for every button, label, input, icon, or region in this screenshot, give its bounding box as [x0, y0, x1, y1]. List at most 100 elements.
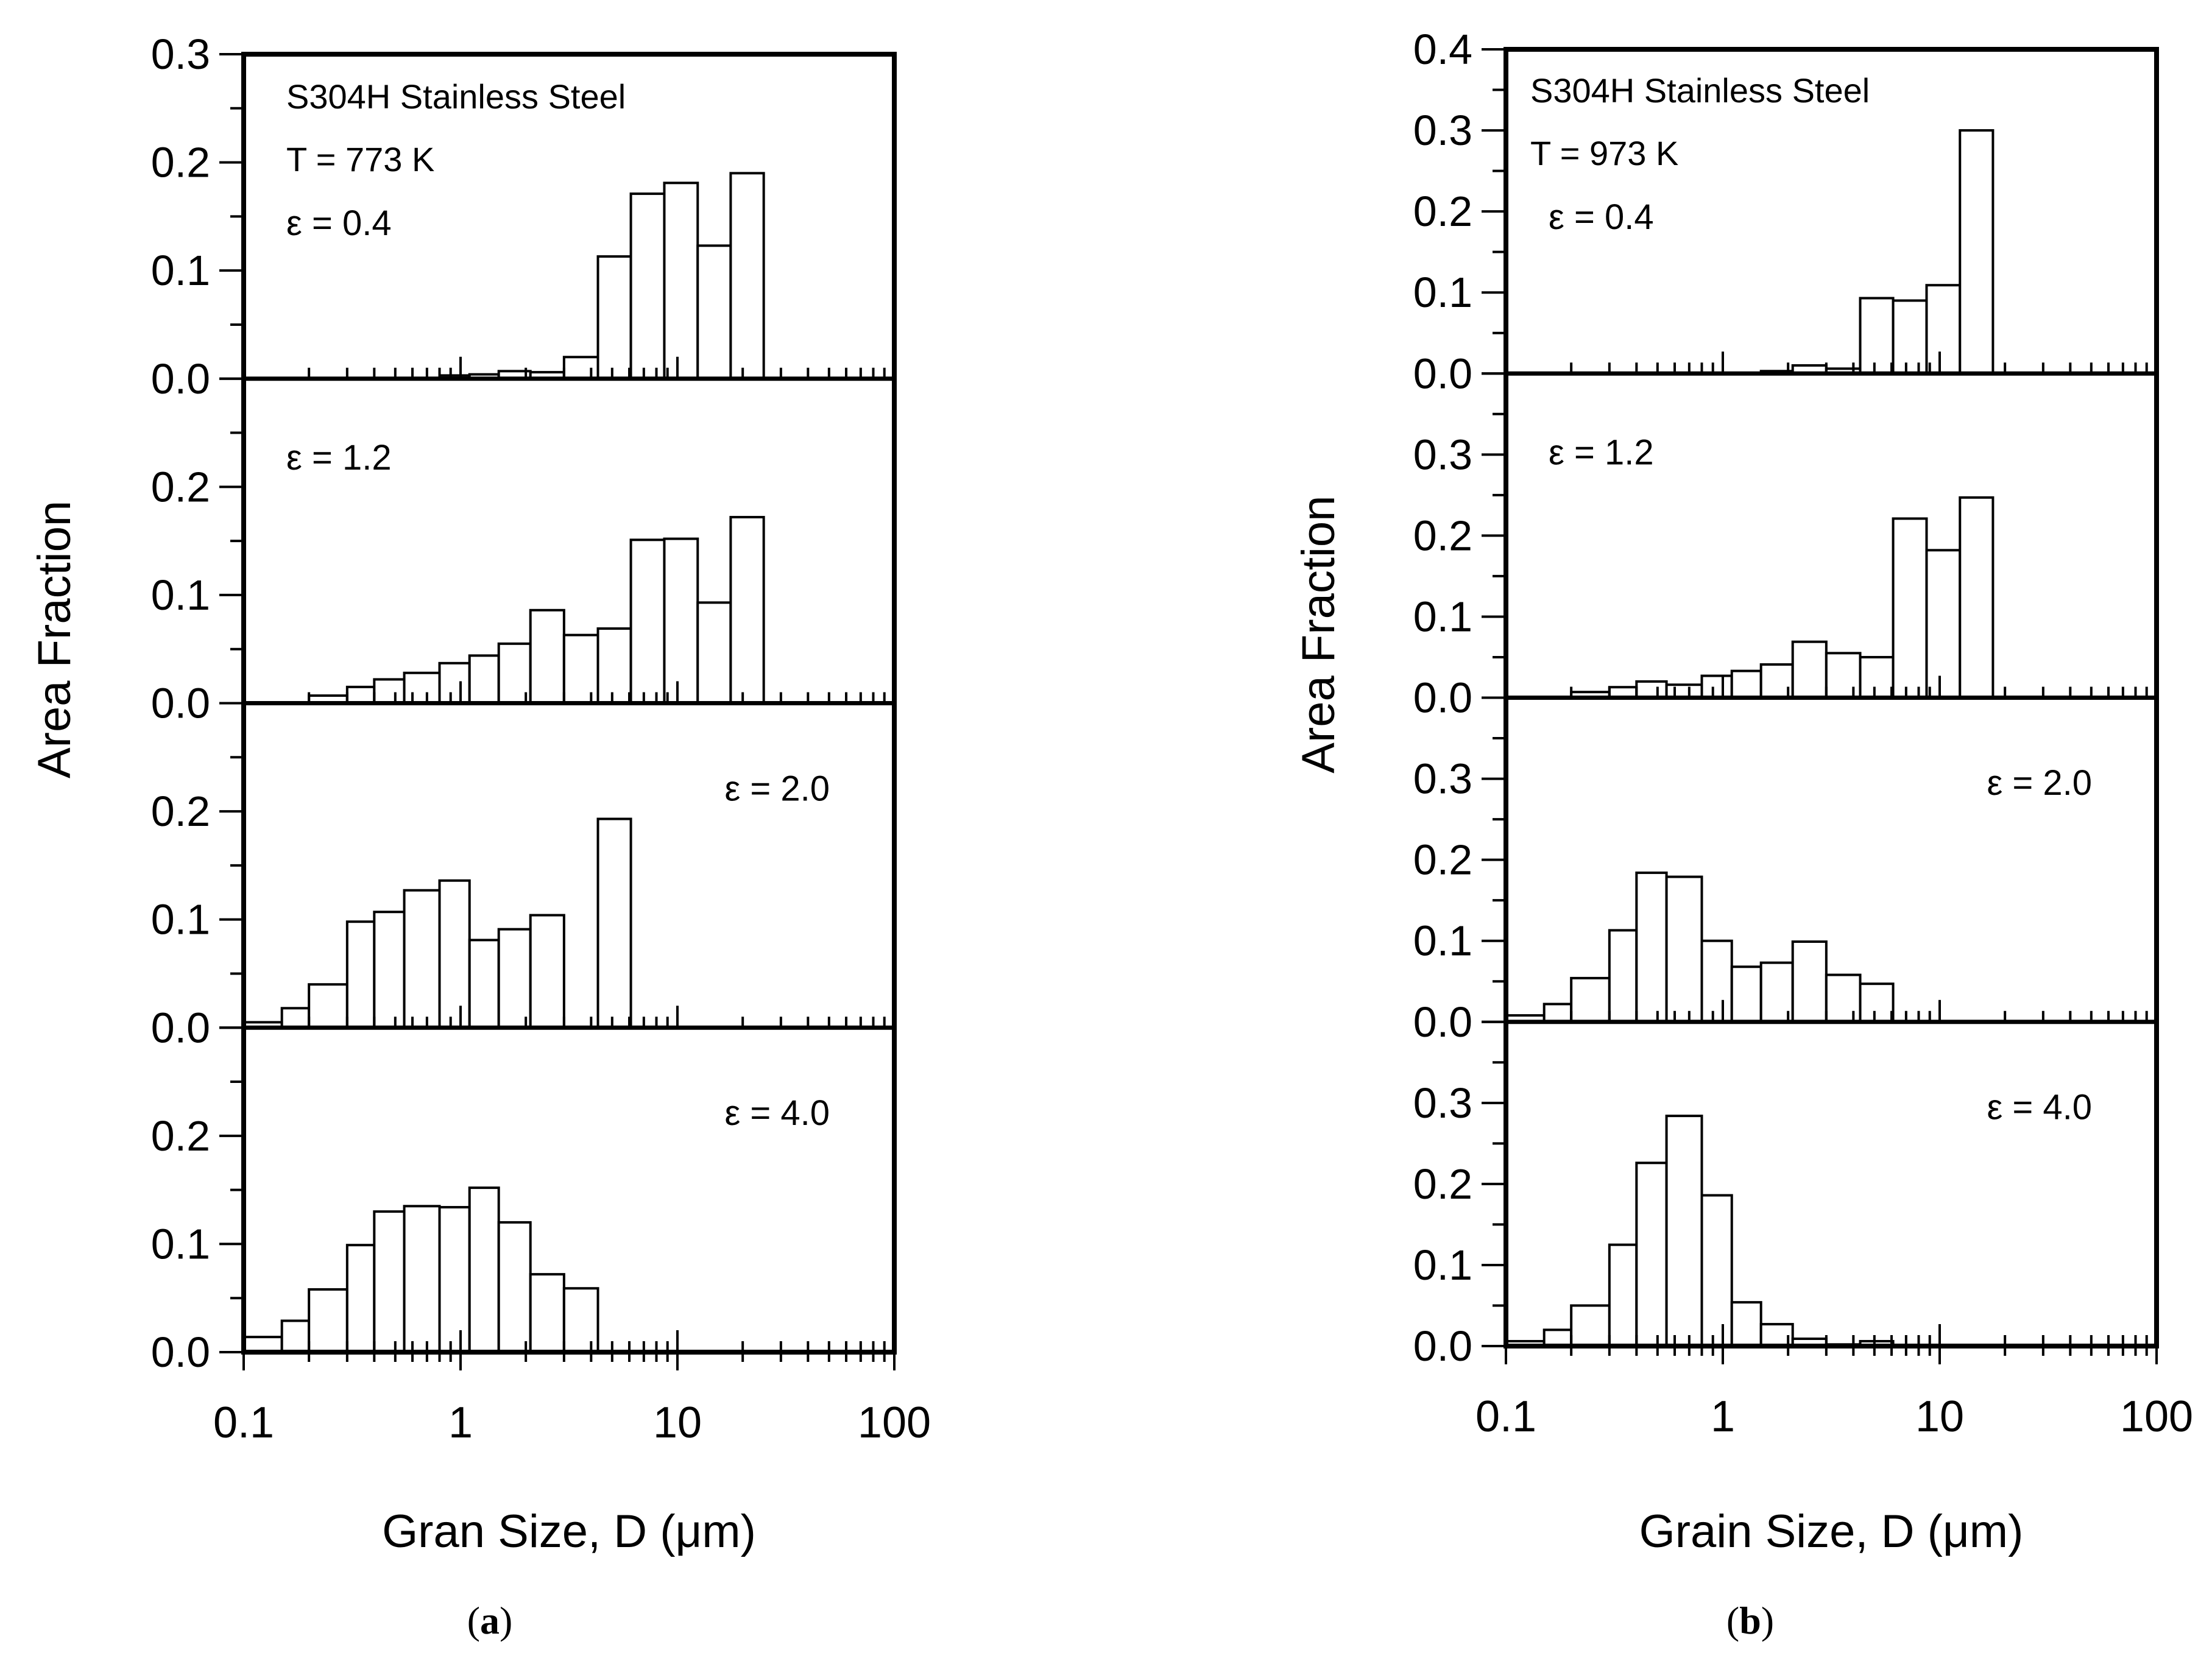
x-tick-label: 0.1	[213, 1398, 274, 1447]
histogram-bar	[596, 627, 632, 705]
y-tick-label: 0.2	[1413, 1160, 1472, 1208]
subplot-2: 0.0 0.1 0.2 ε = 1.2	[151, 377, 894, 727]
histogram-bar	[1730, 1301, 1762, 1347]
histogram-bar	[1608, 929, 1638, 1023]
histogram-bar	[562, 1287, 599, 1353]
histogram-bar	[1892, 517, 1928, 699]
histogram-bar	[1700, 939, 1733, 1023]
histogram-bar	[403, 1205, 441, 1353]
panel-a-caption: (a)	[467, 1599, 513, 1642]
y-tick-label: 0.1	[1413, 917, 1472, 965]
y-tick-label: 0.3	[1413, 431, 1472, 478]
y-tick-label: 0.1	[151, 896, 210, 943]
x-tick-label: 100	[2120, 1392, 2193, 1441]
y-tick-label: 0.2	[151, 788, 210, 835]
histogram-bar	[1959, 496, 1995, 699]
histogram-bar	[1665, 875, 1703, 1023]
histogram-bar	[308, 983, 348, 1029]
histogram-bar	[345, 1244, 376, 1353]
strain-label: ε = 0.4	[1549, 197, 1654, 237]
y-tick-label: 0.3	[1413, 107, 1472, 154]
histogram-bar	[1665, 1115, 1703, 1348]
y-tick-label: 0.0	[1413, 674, 1472, 722]
histogram-bar	[1859, 297, 1895, 375]
histogram-bar	[529, 914, 565, 1029]
histogram-bar	[373, 1210, 406, 1354]
material-label: S304H Stainless Steel	[1530, 71, 1870, 110]
histogram-bar	[529, 608, 565, 705]
histogram-bar	[1791, 640, 1828, 699]
y-axis-title: Area Fraction	[1293, 496, 1345, 774]
histogram-bar	[1700, 1194, 1733, 1348]
x-tick-label: 100	[858, 1398, 931, 1447]
histogram-bar	[308, 1288, 348, 1354]
y-tick-label: 0.2	[151, 463, 210, 510]
histogram-bar	[1635, 871, 1668, 1023]
subplot-4: 0.0 0.1 0.2 0.3 ε = 4.0	[1413, 1020, 2157, 1370]
y-tick-label: 0.4	[1413, 26, 1472, 73]
histogram-bar	[629, 538, 666, 705]
histogram-bar	[1608, 1243, 1638, 1347]
x-tick-label: 0.1	[1475, 1392, 1536, 1441]
strain-label: ε = 1.2	[286, 438, 392, 478]
subplot-4: 0.0 0.1 0.2 ε = 4.0	[151, 1026, 894, 1376]
y-tick-label: 0.3	[1413, 755, 1472, 803]
axes-frame	[1504, 47, 2159, 1348]
histogram-bar	[1730, 669, 1762, 699]
histogram-bar	[1635, 680, 1668, 699]
histogram-bar	[1542, 1003, 1573, 1023]
histogram-bar	[1570, 1304, 1611, 1347]
histogram-bar	[562, 356, 599, 380]
y-tick-label: 0.2	[1413, 188, 1472, 235]
x-axis-title: Gran Size, D (μm)	[382, 1506, 756, 1557]
histogram-bar	[280, 1319, 311, 1353]
x-tick-label: 1	[448, 1398, 473, 1447]
subplot-3: 0.0 0.1 0.2 0.3 ε = 2.0	[1413, 696, 2157, 1046]
histogram-bar	[438, 1206, 471, 1353]
histogram-bar	[596, 817, 632, 1029]
y-tick-label: 0.1	[1413, 1241, 1472, 1289]
x-tick-label: 10	[653, 1398, 702, 1447]
panel-a-chart: 0.00.10.20.3ε = 0.40.00.10.2ε = 1.20.00.…	[29, 30, 931, 1557]
x-axis-title: Grain Size, D (μm)	[1639, 1506, 2024, 1557]
subplot-1: 0.0 0.1 0.2 0.3 ε = 0.4	[151, 30, 894, 403]
histogram-bar	[497, 928, 532, 1029]
y-tick-label: 0.0	[151, 355, 210, 403]
histogram-bar	[596, 255, 632, 380]
y-tick-label: 0.1	[151, 571, 210, 619]
histogram-bar	[1791, 940, 1828, 1023]
histogram-bar	[696, 244, 732, 380]
histogram-bar	[1825, 973, 1862, 1023]
histogram-bar	[497, 1221, 532, 1354]
histogram-bar	[373, 678, 406, 705]
histogram-bar	[729, 172, 765, 380]
y-tick-label: 0.1	[151, 247, 210, 294]
histogram-bar	[1570, 976, 1611, 1023]
material-label: S304H Stainless Steel	[286, 77, 626, 116]
histogram-bar	[663, 182, 699, 380]
strain-label: ε = 2.0	[724, 769, 830, 808]
panel-b-chart: 0.00.10.20.30.4ε = 0.40.00.10.20.3 ε = 1.…	[1293, 26, 2193, 1557]
y-tick-label: 0.1	[1413, 269, 1472, 316]
histogram-bar	[629, 192, 666, 380]
histogram-bar	[1859, 655, 1895, 699]
subplot-3: 0.0 0.1 0.2 ε = 2.0	[151, 702, 894, 1051]
x-tick-label: 10	[1915, 1392, 1964, 1441]
temperature-label: T = 773 K	[286, 140, 434, 178]
y-axis-title: Area Fraction	[29, 501, 80, 778]
x-tick-label: 1	[1711, 1392, 1735, 1441]
histogram-bar	[1925, 284, 1962, 375]
y-tick-label: 0.3	[151, 30, 210, 78]
y-tick-label: 0.2	[1413, 836, 1472, 884]
y-tick-label: 0.0	[1413, 1322, 1472, 1370]
histogram-bar	[1825, 652, 1862, 699]
strain-label: ε = 2.0	[1987, 763, 2092, 803]
histogram-bar	[529, 1273, 565, 1353]
panel-b-caption: (b)	[1726, 1599, 1774, 1642]
strain-label: ε = 4.0	[1987, 1087, 2092, 1127]
y-tick-label: 0.0	[151, 1328, 210, 1376]
histogram-bar	[1892, 299, 1928, 375]
histogram-bar	[1925, 549, 1962, 699]
histogram-bar	[468, 654, 500, 705]
histogram-bar	[468, 939, 500, 1029]
